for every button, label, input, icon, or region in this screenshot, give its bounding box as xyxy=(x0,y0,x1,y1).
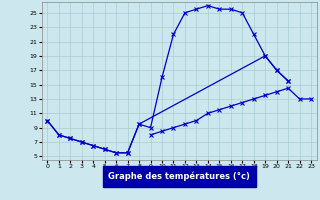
X-axis label: Graphe des températures (°c): Graphe des températures (°c) xyxy=(108,172,250,181)
